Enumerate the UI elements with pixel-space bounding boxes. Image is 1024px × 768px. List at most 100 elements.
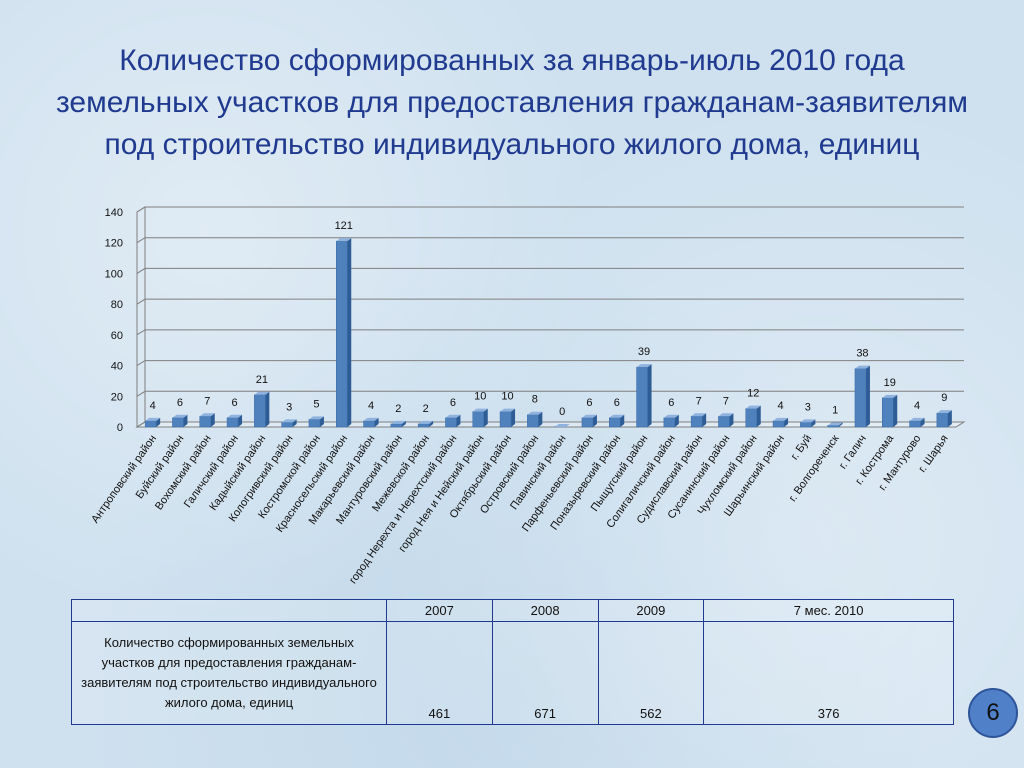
bar-top bbox=[581, 414, 597, 418]
bar-side bbox=[620, 414, 625, 427]
bar-side bbox=[838, 422, 843, 427]
data-label: 21 bbox=[256, 374, 268, 386]
bar bbox=[663, 417, 676, 428]
table-value-2008: 671 bbox=[491, 621, 599, 725]
data-label: 4 bbox=[777, 400, 783, 412]
bar-side bbox=[292, 419, 297, 427]
bar-side bbox=[538, 411, 543, 427]
bar-top bbox=[308, 416, 324, 420]
data-label: 0 bbox=[559, 406, 565, 418]
title-line-2: земельных участков для предоставления гр… bbox=[56, 86, 968, 119]
table-row: Количество сформированных земельных учас… bbox=[71, 621, 954, 725]
y-tick-label: 0 bbox=[117, 422, 123, 434]
data-label: 5 bbox=[313, 398, 319, 410]
bar-side bbox=[401, 420, 406, 427]
bar bbox=[445, 417, 457, 428]
data-label: 4 bbox=[368, 400, 374, 412]
bar bbox=[581, 417, 594, 428]
bar bbox=[363, 420, 375, 428]
bar-top bbox=[445, 414, 461, 418]
table-row-label: Количество сформированных земельных учас… bbox=[71, 621, 387, 725]
bar bbox=[336, 240, 348, 428]
gridline bbox=[136, 298, 964, 305]
bar-top bbox=[636, 364, 652, 368]
data-label: 2 bbox=[423, 403, 429, 415]
data-label: 6 bbox=[231, 397, 237, 409]
page-number: 6 bbox=[986, 699, 1000, 726]
table-value-2007: 461 bbox=[386, 621, 493, 725]
data-label: 12 bbox=[747, 388, 759, 400]
bar-side bbox=[729, 413, 734, 427]
table-header-2010: 7 мес. 2010 bbox=[703, 599, 954, 622]
bar-side bbox=[756, 405, 761, 427]
data-label: 7 bbox=[723, 395, 729, 407]
category-label: г. Волгореченск bbox=[787, 433, 842, 504]
bar-side bbox=[811, 419, 816, 427]
data-label: 121 bbox=[335, 220, 353, 232]
bar-side bbox=[647, 364, 652, 427]
y-tick-label: 40 bbox=[111, 361, 123, 373]
bar-side bbox=[210, 413, 215, 427]
data-label: 19 bbox=[884, 377, 896, 389]
bar-top bbox=[609, 414, 625, 418]
bar bbox=[772, 420, 785, 428]
gridline bbox=[136, 360, 964, 366]
data-label: 6 bbox=[450, 397, 456, 409]
bar-top bbox=[527, 411, 543, 415]
bar-top bbox=[172, 414, 188, 418]
bar bbox=[254, 394, 266, 428]
y-tick-label: 60 bbox=[111, 330, 123, 342]
bar-top bbox=[554, 424, 570, 427]
data-label: 6 bbox=[586, 397, 592, 409]
data-label: 6 bbox=[177, 397, 183, 409]
bar-side bbox=[920, 417, 925, 427]
data-label: 10 bbox=[501, 391, 513, 403]
bar bbox=[936, 412, 949, 428]
bar-top bbox=[909, 417, 925, 421]
y-tick-label: 100 bbox=[105, 268, 123, 280]
y-tick-label: 120 bbox=[105, 238, 123, 250]
bar bbox=[144, 420, 157, 428]
bar-top bbox=[663, 414, 679, 418]
bar bbox=[527, 414, 539, 428]
bar-top bbox=[254, 391, 270, 395]
gridline bbox=[136, 206, 964, 213]
bar-side bbox=[674, 414, 679, 427]
bar bbox=[854, 368, 867, 428]
bar-top bbox=[281, 419, 297, 423]
bar-side bbox=[456, 414, 461, 427]
bar bbox=[882, 397, 894, 428]
bar bbox=[390, 423, 403, 428]
bar bbox=[800, 422, 812, 428]
bar-top bbox=[854, 365, 870, 369]
data-label: 3 bbox=[805, 401, 811, 413]
bar bbox=[472, 411, 484, 428]
bar-side bbox=[156, 417, 161, 427]
bar-top bbox=[745, 405, 761, 409]
data-label: 10 bbox=[474, 391, 486, 403]
data-label: 4 bbox=[914, 400, 920, 412]
gridline bbox=[136, 390, 964, 397]
bar bbox=[718, 416, 730, 428]
bar-top bbox=[691, 413, 707, 417]
title-line-3: под строительство индивидуального жилого… bbox=[104, 128, 920, 161]
bar bbox=[199, 416, 211, 428]
table-corner-cell bbox=[71, 599, 387, 622]
data-label: 1 bbox=[832, 404, 838, 416]
bar-side bbox=[347, 238, 352, 427]
gridline bbox=[136, 329, 964, 336]
data-label: 7 bbox=[696, 395, 702, 407]
data-label: 4 bbox=[150, 400, 156, 412]
bar bbox=[609, 417, 621, 428]
bar bbox=[308, 419, 321, 428]
bar-top bbox=[472, 408, 488, 412]
bar-top bbox=[418, 420, 434, 424]
bar-top bbox=[199, 413, 215, 417]
bar bbox=[690, 416, 703, 428]
bar-top bbox=[500, 408, 516, 412]
bar bbox=[909, 420, 921, 428]
bar-top bbox=[773, 417, 789, 421]
bar-top bbox=[390, 420, 406, 424]
bar-side bbox=[702, 413, 707, 427]
bar bbox=[226, 417, 239, 428]
